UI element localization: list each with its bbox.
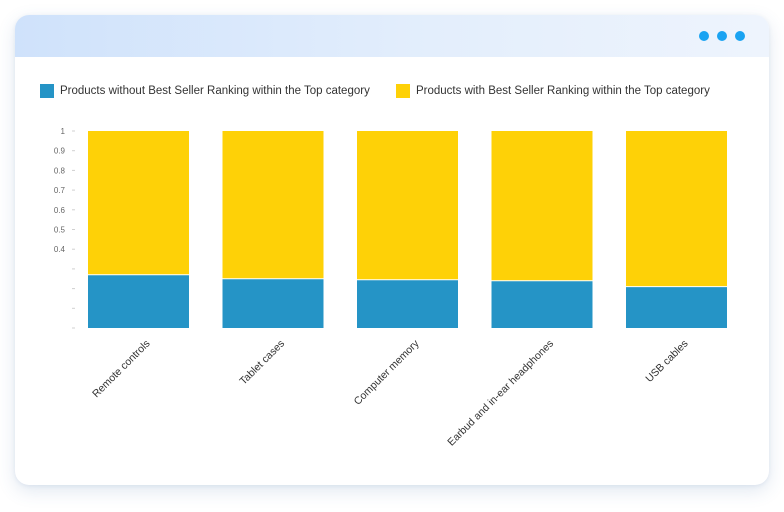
- y-tick-label: 1: [61, 127, 66, 136]
- x-tick-label: Tablet cases: [237, 338, 287, 388]
- window-dot-2[interactable]: [717, 31, 727, 41]
- window-dot-1[interactable]: [699, 31, 709, 41]
- bar-segment-without-ranking[interactable]: [491, 280, 593, 328]
- x-tick-label: Remote controls: [90, 338, 153, 401]
- bar-segment-with-ranking[interactable]: [222, 131, 324, 279]
- legend-swatch-yellow: [396, 84, 410, 98]
- bar-segment-without-ranking[interactable]: [626, 286, 727, 328]
- bar-segment-with-ranking[interactable]: [491, 131, 593, 281]
- bar-segment-with-ranking[interactable]: [357, 131, 458, 280]
- bar-segment-without-ranking[interactable]: [357, 279, 458, 328]
- chart-card: Products without Best Seller Ranking wit…: [15, 15, 769, 485]
- bar-segment-without-ranking[interactable]: [222, 278, 324, 328]
- bar-stacks: [88, 131, 727, 328]
- y-axis: 1 0.9 0.8 0.7 0.6 0.5 0.4: [54, 127, 75, 329]
- legend-swatch-blue: [40, 84, 54, 98]
- bar-segment-with-ranking[interactable]: [626, 131, 727, 287]
- bar-chart: 1 0.9 0.8 0.7 0.6 0.5 0.4 Remote controls Table…: [54, 127, 727, 448]
- legend-label-with-ranking: Products with Best Seller Ranking within…: [416, 85, 710, 97]
- x-tick-label: USB cables: [643, 338, 690, 385]
- y-tick-label: 0.8: [54, 166, 66, 175]
- legend-label-without-ranking: Products without Best Seller Ranking wit…: [60, 85, 370, 97]
- y-tick-label: 0.7: [54, 186, 66, 195]
- y-tick-label: 0.5: [54, 226, 66, 235]
- bar-segment-without-ranking[interactable]: [88, 274, 189, 328]
- y-tick-label: 0.6: [54, 206, 66, 215]
- x-tick-label: Earbud and in-ear headphones: [445, 338, 556, 449]
- x-axis: Remote controls Tablet cases Computer memo…: [90, 337, 691, 448]
- x-tick-label: Computer memory: [352, 337, 422, 407]
- y-tick-label: 0.4: [54, 245, 66, 254]
- y-tick-label: 0.9: [54, 147, 66, 156]
- bar-segment-with-ranking[interactable]: [88, 131, 189, 275]
- card-header: [15, 15, 769, 57]
- window-dot-3[interactable]: [735, 31, 745, 41]
